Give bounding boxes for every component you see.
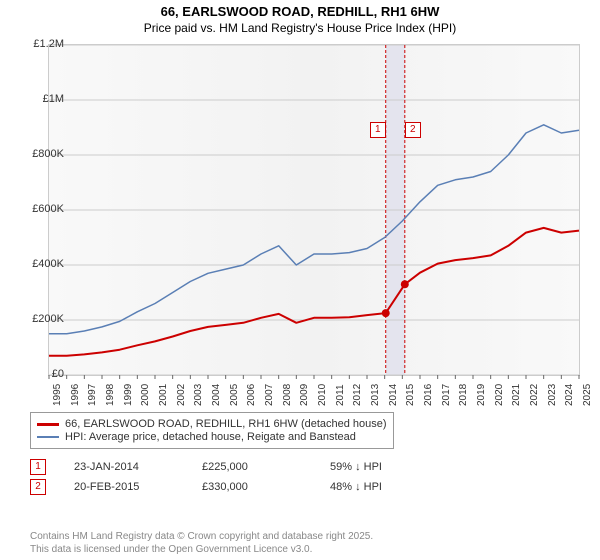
y-tick-label: £0 [52, 368, 64, 380]
x-tick-label: 2018 [458, 384, 469, 406]
title-address: 66, EARLSWOOD ROAD, REDHILL, RH1 6HW [0, 4, 600, 19]
x-tick-label: 2005 [229, 384, 240, 406]
y-tick-label: £200K [32, 313, 64, 325]
chart-plot-area [48, 44, 580, 376]
x-tick-label: 2020 [494, 384, 505, 406]
legend-label: HPI: Average price, detached house, Reig… [65, 431, 356, 443]
legend-swatch [37, 423, 59, 426]
x-tick-label: 2008 [282, 384, 293, 406]
x-tick-label: 2013 [370, 384, 381, 406]
event-marker-box: 1 [370, 122, 386, 138]
sale-marker-icon: 2 [30, 479, 46, 495]
chart-container: 66, EARLSWOOD ROAD, REDHILL, RH1 6HW Pri… [0, 0, 600, 560]
sale-delta: 48% ↓ HPI [330, 481, 430, 493]
title-subtitle: Price paid vs. HM Land Registry's House … [0, 21, 600, 35]
x-tick-label: 2007 [264, 384, 275, 406]
sale-price: £225,000 [202, 461, 302, 473]
x-tick-label: 2022 [529, 384, 540, 406]
x-tick-label: 2002 [176, 384, 187, 406]
x-tick-label: 2014 [388, 384, 399, 406]
x-tick-label: 2009 [299, 384, 310, 406]
x-tick-label: 2025 [582, 384, 593, 406]
footer-attribution: Contains HM Land Registry data © Crown c… [30, 530, 580, 556]
legend-row: HPI: Average price, detached house, Reig… [37, 431, 387, 443]
y-tick-label: £1.2M [33, 38, 64, 50]
sale-marker-icon: 1 [30, 459, 46, 475]
footer-line: Contains HM Land Registry data © Crown c… [30, 530, 580, 543]
y-tick-label: £400K [32, 258, 64, 270]
x-tick-label: 2006 [246, 384, 257, 406]
sale-row: 1 23-JAN-2014 £225,000 59% ↓ HPI [30, 459, 580, 475]
y-tick-label: £1M [43, 93, 64, 105]
legend-label: 66, EARLSWOOD ROAD, REDHILL, RH1 6HW (de… [65, 418, 387, 430]
sale-delta: 59% ↓ HPI [330, 461, 430, 473]
x-tick-label: 2024 [564, 384, 575, 406]
footer-line: This data is licensed under the Open Gov… [30, 543, 580, 556]
y-tick-label: £800K [32, 148, 64, 160]
x-tick-label: 2019 [476, 384, 487, 406]
legend-box: 66, EARLSWOOD ROAD, REDHILL, RH1 6HW (de… [30, 412, 394, 449]
x-tick-label: 1999 [123, 384, 134, 406]
chart-svg [49, 45, 579, 375]
y-tick-label: £600K [32, 203, 64, 215]
event-marker-box: 2 [405, 122, 421, 138]
x-tick-label: 2003 [193, 384, 204, 406]
sale-price: £330,000 [202, 481, 302, 493]
sale-row: 2 20-FEB-2015 £330,000 48% ↓ HPI [30, 479, 580, 495]
legend-swatch [37, 436, 59, 438]
x-tick-label: 2011 [335, 384, 346, 406]
x-tick-label: 2010 [317, 384, 328, 406]
x-tick-label: 2015 [405, 384, 416, 406]
sale-date: 20-FEB-2015 [74, 481, 174, 493]
x-tick-label: 2012 [352, 384, 363, 406]
legend-row: 66, EARLSWOOD ROAD, REDHILL, RH1 6HW (de… [37, 418, 387, 430]
x-tick-label: 2021 [511, 384, 522, 406]
x-tick-label: 2017 [441, 384, 452, 406]
x-tick-label: 2016 [423, 384, 434, 406]
bottom-block: 66, EARLSWOOD ROAD, REDHILL, RH1 6HW (de… [30, 412, 580, 499]
x-tick-label: 2001 [158, 384, 169, 406]
x-tick-label: 2023 [547, 384, 558, 406]
sale-date: 23-JAN-2014 [74, 461, 174, 473]
x-tick-label: 1995 [52, 384, 63, 406]
x-tick-label: 1998 [105, 384, 116, 406]
x-tick-label: 2000 [140, 384, 151, 406]
x-tick-label: 2004 [211, 384, 222, 406]
title-block: 66, EARLSWOOD ROAD, REDHILL, RH1 6HW Pri… [0, 0, 600, 35]
x-tick-label: 1997 [87, 384, 98, 406]
sales-table: 1 23-JAN-2014 £225,000 59% ↓ HPI 2 20-FE… [30, 459, 580, 495]
x-tick-label: 1996 [70, 384, 81, 406]
